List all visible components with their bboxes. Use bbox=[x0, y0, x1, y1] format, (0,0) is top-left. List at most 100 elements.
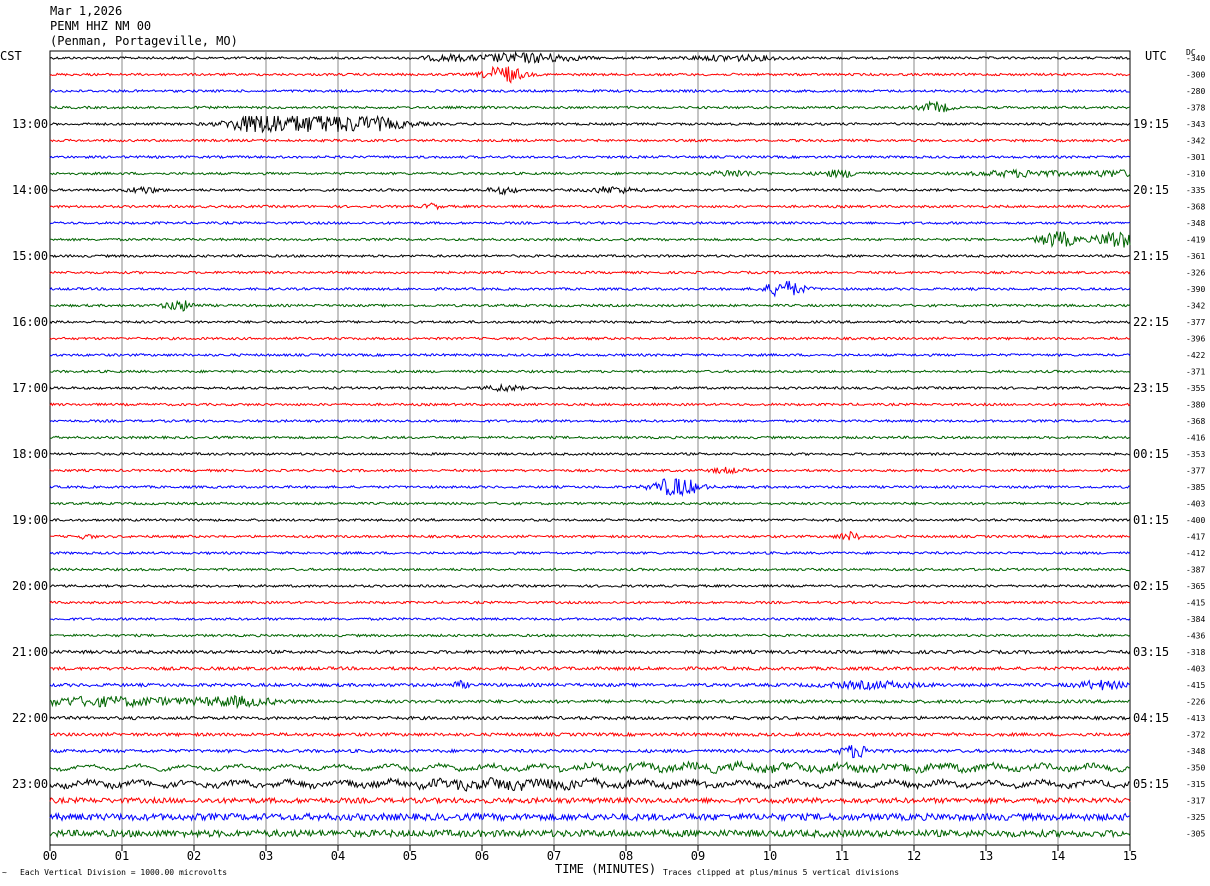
trace-line-10 bbox=[49, 202, 1131, 211]
x-tick-label-06: 06 bbox=[475, 849, 489, 863]
dc-offset-label: -335 bbox=[1186, 186, 1205, 195]
header-date: Mar 1,2026 bbox=[50, 4, 123, 18]
utc-hour-label: 02:15 bbox=[1133, 579, 1169, 593]
axis-labels: 00 01 02 03 04 05 06 07 08 09 10 11 12 13 14 15 -340 -300… bbox=[12, 54, 1205, 863]
trace-line-12 bbox=[49, 230, 1131, 249]
dc-offset-label: -403 bbox=[1186, 500, 1205, 509]
dc-offset-label: -318 bbox=[1186, 648, 1205, 657]
trace-line-33 bbox=[49, 583, 1131, 589]
dc-offset-label: -368 bbox=[1186, 203, 1205, 212]
trace-line-41 bbox=[49, 715, 1131, 721]
dc-offset-label: -415 bbox=[1186, 599, 1205, 608]
utc-hour-label: 03:15 bbox=[1133, 645, 1169, 659]
dc-offset-label: -385 bbox=[1186, 483, 1205, 492]
dc-offset-label: -419 bbox=[1186, 236, 1205, 245]
x-tick-label-15: 15 bbox=[1123, 849, 1137, 863]
cst-hour-label: 19:00 bbox=[12, 513, 48, 527]
scale-note: Each Vertical Division = 1000.00 microvo… bbox=[20, 868, 228, 877]
x-tick-label-11: 11 bbox=[835, 849, 849, 863]
trace-line-35 bbox=[49, 616, 1131, 622]
x-tick-label-04: 04 bbox=[331, 849, 345, 863]
dc-offset-label: -378 bbox=[1186, 104, 1205, 113]
x-tick-label-05: 05 bbox=[403, 849, 417, 863]
trace-line-19 bbox=[49, 352, 1131, 358]
dc-offset-label: -412 bbox=[1186, 549, 1205, 558]
dc-offset-label: -368 bbox=[1186, 417, 1205, 426]
trace-line-11 bbox=[49, 220, 1131, 226]
trace-line-44 bbox=[49, 759, 1131, 775]
utc-hour-label: 04:15 bbox=[1133, 711, 1169, 725]
dc-offset-label: -355 bbox=[1186, 384, 1205, 393]
dc-offset-label: -422 bbox=[1186, 351, 1205, 360]
dc-offset-label: -377 bbox=[1186, 467, 1205, 476]
header-station: PENM HHZ NM 00 bbox=[50, 19, 152, 33]
trace-line-22 bbox=[49, 402, 1131, 407]
dc-offset-label: -377 bbox=[1186, 318, 1205, 327]
trace-line-46 bbox=[49, 796, 1131, 806]
trace-line-28 bbox=[49, 501, 1131, 506]
trace-line-13 bbox=[49, 253, 1131, 259]
trace-line-43 bbox=[49, 745, 1131, 759]
header-location: (Penman, Portageville, MO) bbox=[50, 34, 238, 48]
dc-offset-label: -317 bbox=[1186, 797, 1205, 806]
trace-line-26 bbox=[49, 466, 1131, 475]
trace-line-39 bbox=[49, 679, 1131, 691]
dc-offset-label: -372 bbox=[1186, 731, 1205, 740]
trace-line-38 bbox=[49, 665, 1131, 672]
dc-offset-label: -387 bbox=[1186, 566, 1205, 575]
dc-offset-label: -371 bbox=[1186, 368, 1205, 377]
trace-line-16 bbox=[49, 299, 1131, 312]
trace-line-45 bbox=[49, 776, 1131, 792]
dc-offset-label: -361 bbox=[1186, 252, 1205, 261]
dc-offset-label: -305 bbox=[1186, 830, 1205, 839]
cst-hour-label: 17:00 bbox=[12, 381, 48, 395]
trace-line-14 bbox=[49, 270, 1131, 275]
dc-offset-label: -301 bbox=[1186, 153, 1205, 162]
trace-line-2 bbox=[49, 65, 1131, 84]
x-tick-label-07: 07 bbox=[547, 849, 561, 863]
cst-hour-label: 21:00 bbox=[12, 645, 48, 659]
cst-timezone-label: CST bbox=[0, 49, 22, 63]
dc-offset-label: -417 bbox=[1186, 533, 1205, 542]
cst-hour-label: 14:00 bbox=[12, 183, 48, 197]
trace-line-25 bbox=[49, 451, 1131, 457]
corner-mark: ~ bbox=[2, 868, 7, 877]
trace-line-3 bbox=[49, 88, 1131, 94]
dc-offset-label: -226 bbox=[1186, 698, 1205, 707]
dc-offset-label: -416 bbox=[1186, 434, 1205, 443]
dc-offset-label: -326 bbox=[1186, 269, 1205, 278]
cst-hour-label: 18:00 bbox=[12, 447, 48, 461]
clip-note: Traces clipped at plus/minus 5 vertical … bbox=[663, 868, 900, 877]
trace-line-6 bbox=[50, 138, 1131, 143]
dc-offset-label: -348 bbox=[1186, 219, 1205, 228]
dc-offset-label: -342 bbox=[1186, 302, 1205, 311]
utc-hour-label: 22:15 bbox=[1133, 315, 1169, 329]
dc-offset-label: -348 bbox=[1186, 747, 1205, 756]
trace-line-9 bbox=[49, 185, 1131, 196]
utc-hour-label: 20:15 bbox=[1133, 183, 1169, 197]
trace-line-30 bbox=[49, 530, 1131, 541]
x-tick-label-12: 12 bbox=[907, 849, 921, 863]
trace-line-32 bbox=[49, 567, 1131, 572]
dc-offset-label: -353 bbox=[1186, 450, 1205, 459]
cst-hour-label: 20:00 bbox=[12, 579, 48, 593]
x-tick-label-13: 13 bbox=[979, 849, 993, 863]
trace-line-23 bbox=[49, 418, 1131, 424]
dc-offset-label: -280 bbox=[1186, 87, 1205, 96]
x-tick-label-09: 09 bbox=[691, 849, 705, 863]
utc-hour-label: 00:15 bbox=[1133, 447, 1169, 461]
x-axis-title: TIME (MINUTES) bbox=[555, 862, 657, 876]
utc-hour-label: 21:15 bbox=[1133, 249, 1169, 263]
trace-line-34 bbox=[49, 600, 1131, 605]
x-tick-label-08: 08 bbox=[619, 849, 633, 863]
trace-line-42 bbox=[49, 731, 1131, 738]
cst-hour-label: 13:00 bbox=[12, 117, 48, 131]
x-tick-label-03: 03 bbox=[259, 849, 273, 863]
dc-offset-label: -413 bbox=[1186, 714, 1205, 723]
dc-offset-label: -396 bbox=[1186, 335, 1205, 344]
x-tick-label-01: 01 bbox=[115, 849, 129, 863]
dc-offset-label: -342 bbox=[1186, 137, 1205, 146]
trace-line-29 bbox=[49, 517, 1131, 523]
dc-offset-label: -343 bbox=[1186, 120, 1205, 129]
trace-line-31 bbox=[49, 550, 1131, 556]
